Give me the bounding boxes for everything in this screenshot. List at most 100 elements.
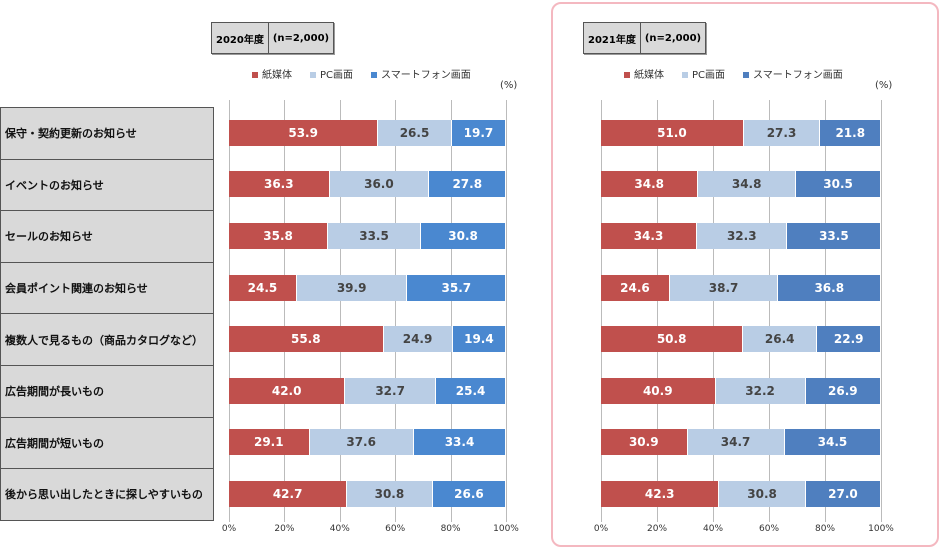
category-label: 広告期間が長いもの bbox=[1, 366, 213, 418]
bar-segment: 34.8 bbox=[601, 171, 699, 198]
bar-segment: 19.4 bbox=[452, 326, 507, 353]
bar-segment: 27.0 bbox=[805, 481, 882, 507]
bar-segment: 24.5 bbox=[229, 274, 297, 301]
category-label: 後から思い出したときに探しやすいもの bbox=[5, 488, 203, 502]
bar-segment: 24.9 bbox=[383, 326, 453, 353]
unit-label: (%) bbox=[500, 80, 518, 91]
bar-segment: 19.7 bbox=[451, 119, 507, 146]
category-label: 会員ポイント関連のお知らせ bbox=[1, 263, 213, 315]
gridline bbox=[713, 100, 714, 522]
bar-segment: 36.3 bbox=[229, 171, 330, 198]
bar-segment: 42.7 bbox=[229, 481, 348, 507]
bar-segment: 42.3 bbox=[601, 481, 720, 507]
category-labels: 保守・契約更新のお知らせ イベントのお知らせ セールのお知らせ 会員ポイント関連のお知… bbox=[0, 107, 214, 521]
category-label: 保守・契約更新のお知らせ bbox=[1, 108, 213, 160]
gridline bbox=[769, 100, 770, 522]
legend-swatch bbox=[682, 72, 688, 78]
x-tick-label: 80% bbox=[440, 524, 461, 534]
bar-segment: 25.4 bbox=[435, 377, 507, 404]
bar-segment: 30.8 bbox=[347, 481, 433, 507]
bar-segment: 33.5 bbox=[328, 223, 421, 249]
gridline bbox=[395, 100, 397, 522]
bar-segment: 30.8 bbox=[719, 481, 806, 507]
bar-segment: 34.8 bbox=[698, 171, 796, 198]
legend-item: PC画面 bbox=[682, 66, 725, 81]
bar-segment: 34.5 bbox=[784, 429, 882, 456]
bar-segment: 33.5 bbox=[787, 223, 882, 249]
gridline bbox=[450, 100, 452, 522]
category-label: 複数人で見るもの（商品カタログなど） bbox=[1, 314, 213, 366]
legend: 紙媒体 PC画面 スマートフォン画面 bbox=[252, 66, 471, 81]
legend-label: 紙媒体 bbox=[634, 70, 664, 81]
bar-segment: 32.7 bbox=[345, 377, 436, 404]
gridline bbox=[657, 100, 658, 522]
bar-segment: 36.0 bbox=[329, 171, 430, 198]
bar-segment: 40.9 bbox=[601, 377, 716, 404]
bar-segment: 53.9 bbox=[229, 119, 379, 146]
chart-title-box: 2021年度 (n=2,000) bbox=[583, 22, 707, 54]
bar-segment: 39.9 bbox=[296, 274, 408, 301]
legend-swatch bbox=[371, 72, 378, 78]
legend-item: スマートフォン画面 bbox=[371, 66, 471, 81]
chart-title: 2020年度 bbox=[212, 23, 269, 53]
bar-segment: 33.4 bbox=[413, 429, 507, 456]
x-tick-label: 100% bbox=[868, 524, 894, 534]
x-tick-label: 100% bbox=[493, 524, 519, 534]
bar-segment: 35.8 bbox=[229, 223, 329, 249]
bar-segment: 51.0 bbox=[601, 119, 744, 146]
bar-segment: 26.6 bbox=[432, 481, 507, 507]
bar-segment: 26.4 bbox=[743, 326, 818, 353]
legend-label: スマートフォン画面 bbox=[753, 70, 843, 81]
gridline bbox=[825, 100, 826, 522]
legend-item: 紙媒体 bbox=[252, 66, 292, 81]
legend-label: 紙媒体 bbox=[262, 70, 292, 81]
x-tick-label: 60% bbox=[758, 524, 780, 534]
legend-label: スマートフォン画面 bbox=[381, 70, 471, 81]
category-label: イベントのお知らせ bbox=[1, 160, 213, 212]
legend-item: 紙媒体 bbox=[624, 66, 664, 81]
gridline bbox=[284, 100, 286, 522]
gridline bbox=[339, 100, 341, 522]
legend-label: PC画面 bbox=[692, 70, 726, 81]
x-tick-label: 40% bbox=[702, 524, 724, 534]
bar-segment: 21.8 bbox=[820, 119, 882, 146]
legend-label: PC画面 bbox=[320, 70, 354, 81]
chart-title-box: 2020年度 (n=2,000) bbox=[211, 22, 335, 54]
sample-size: (n=2,000) bbox=[272, 32, 330, 44]
legend-swatch bbox=[743, 72, 750, 78]
bar-segment: 37.6 bbox=[309, 429, 414, 456]
legend-swatch bbox=[252, 72, 258, 78]
bar-segment: 55.8 bbox=[229, 326, 384, 353]
bar-segment: 29.1 bbox=[229, 429, 310, 456]
x-tick-label: 20% bbox=[646, 524, 668, 534]
bar-segment: 36.8 bbox=[778, 274, 882, 301]
bar-segment: 30.8 bbox=[420, 223, 507, 249]
legend: 紙媒体 PC画面 スマートフォン画面 bbox=[624, 66, 843, 81]
bar-segment: 32.3 bbox=[697, 223, 788, 249]
bar-segment: 27.3 bbox=[743, 119, 821, 146]
unit-label: (%) bbox=[875, 80, 893, 91]
legend-item: PC画面 bbox=[310, 66, 353, 81]
x-tick-label: 20% bbox=[274, 524, 295, 534]
bar-segment: 27.8 bbox=[429, 171, 507, 198]
x-tick-label: 40% bbox=[329, 524, 350, 534]
bar-segment: 42.0 bbox=[229, 377, 346, 404]
bar-segment: 34.3 bbox=[601, 223, 698, 249]
gridline bbox=[601, 100, 602, 522]
x-tick-label: 80% bbox=[814, 524, 836, 534]
bar-segment: 35.7 bbox=[407, 274, 507, 301]
legend-item: スマートフォン画面 bbox=[743, 66, 843, 81]
highlight-frame-2021 bbox=[551, 2, 939, 547]
category-label: セールのお知らせ bbox=[1, 211, 213, 263]
bar-segment: 50.8 bbox=[601, 326, 744, 353]
gridline bbox=[229, 100, 230, 522]
gridline bbox=[881, 100, 882, 522]
bar-segment: 26.9 bbox=[805, 377, 881, 404]
bar-segment: 38.7 bbox=[669, 274, 779, 301]
bar-segment: 30.5 bbox=[795, 171, 882, 198]
bar-segment: 30.9 bbox=[601, 429, 688, 456]
bar-segment: 22.9 bbox=[817, 326, 882, 353]
x-tick-label: 0% bbox=[593, 524, 609, 534]
gridline bbox=[506, 100, 507, 522]
bar-segment: 26.5 bbox=[378, 119, 452, 146]
